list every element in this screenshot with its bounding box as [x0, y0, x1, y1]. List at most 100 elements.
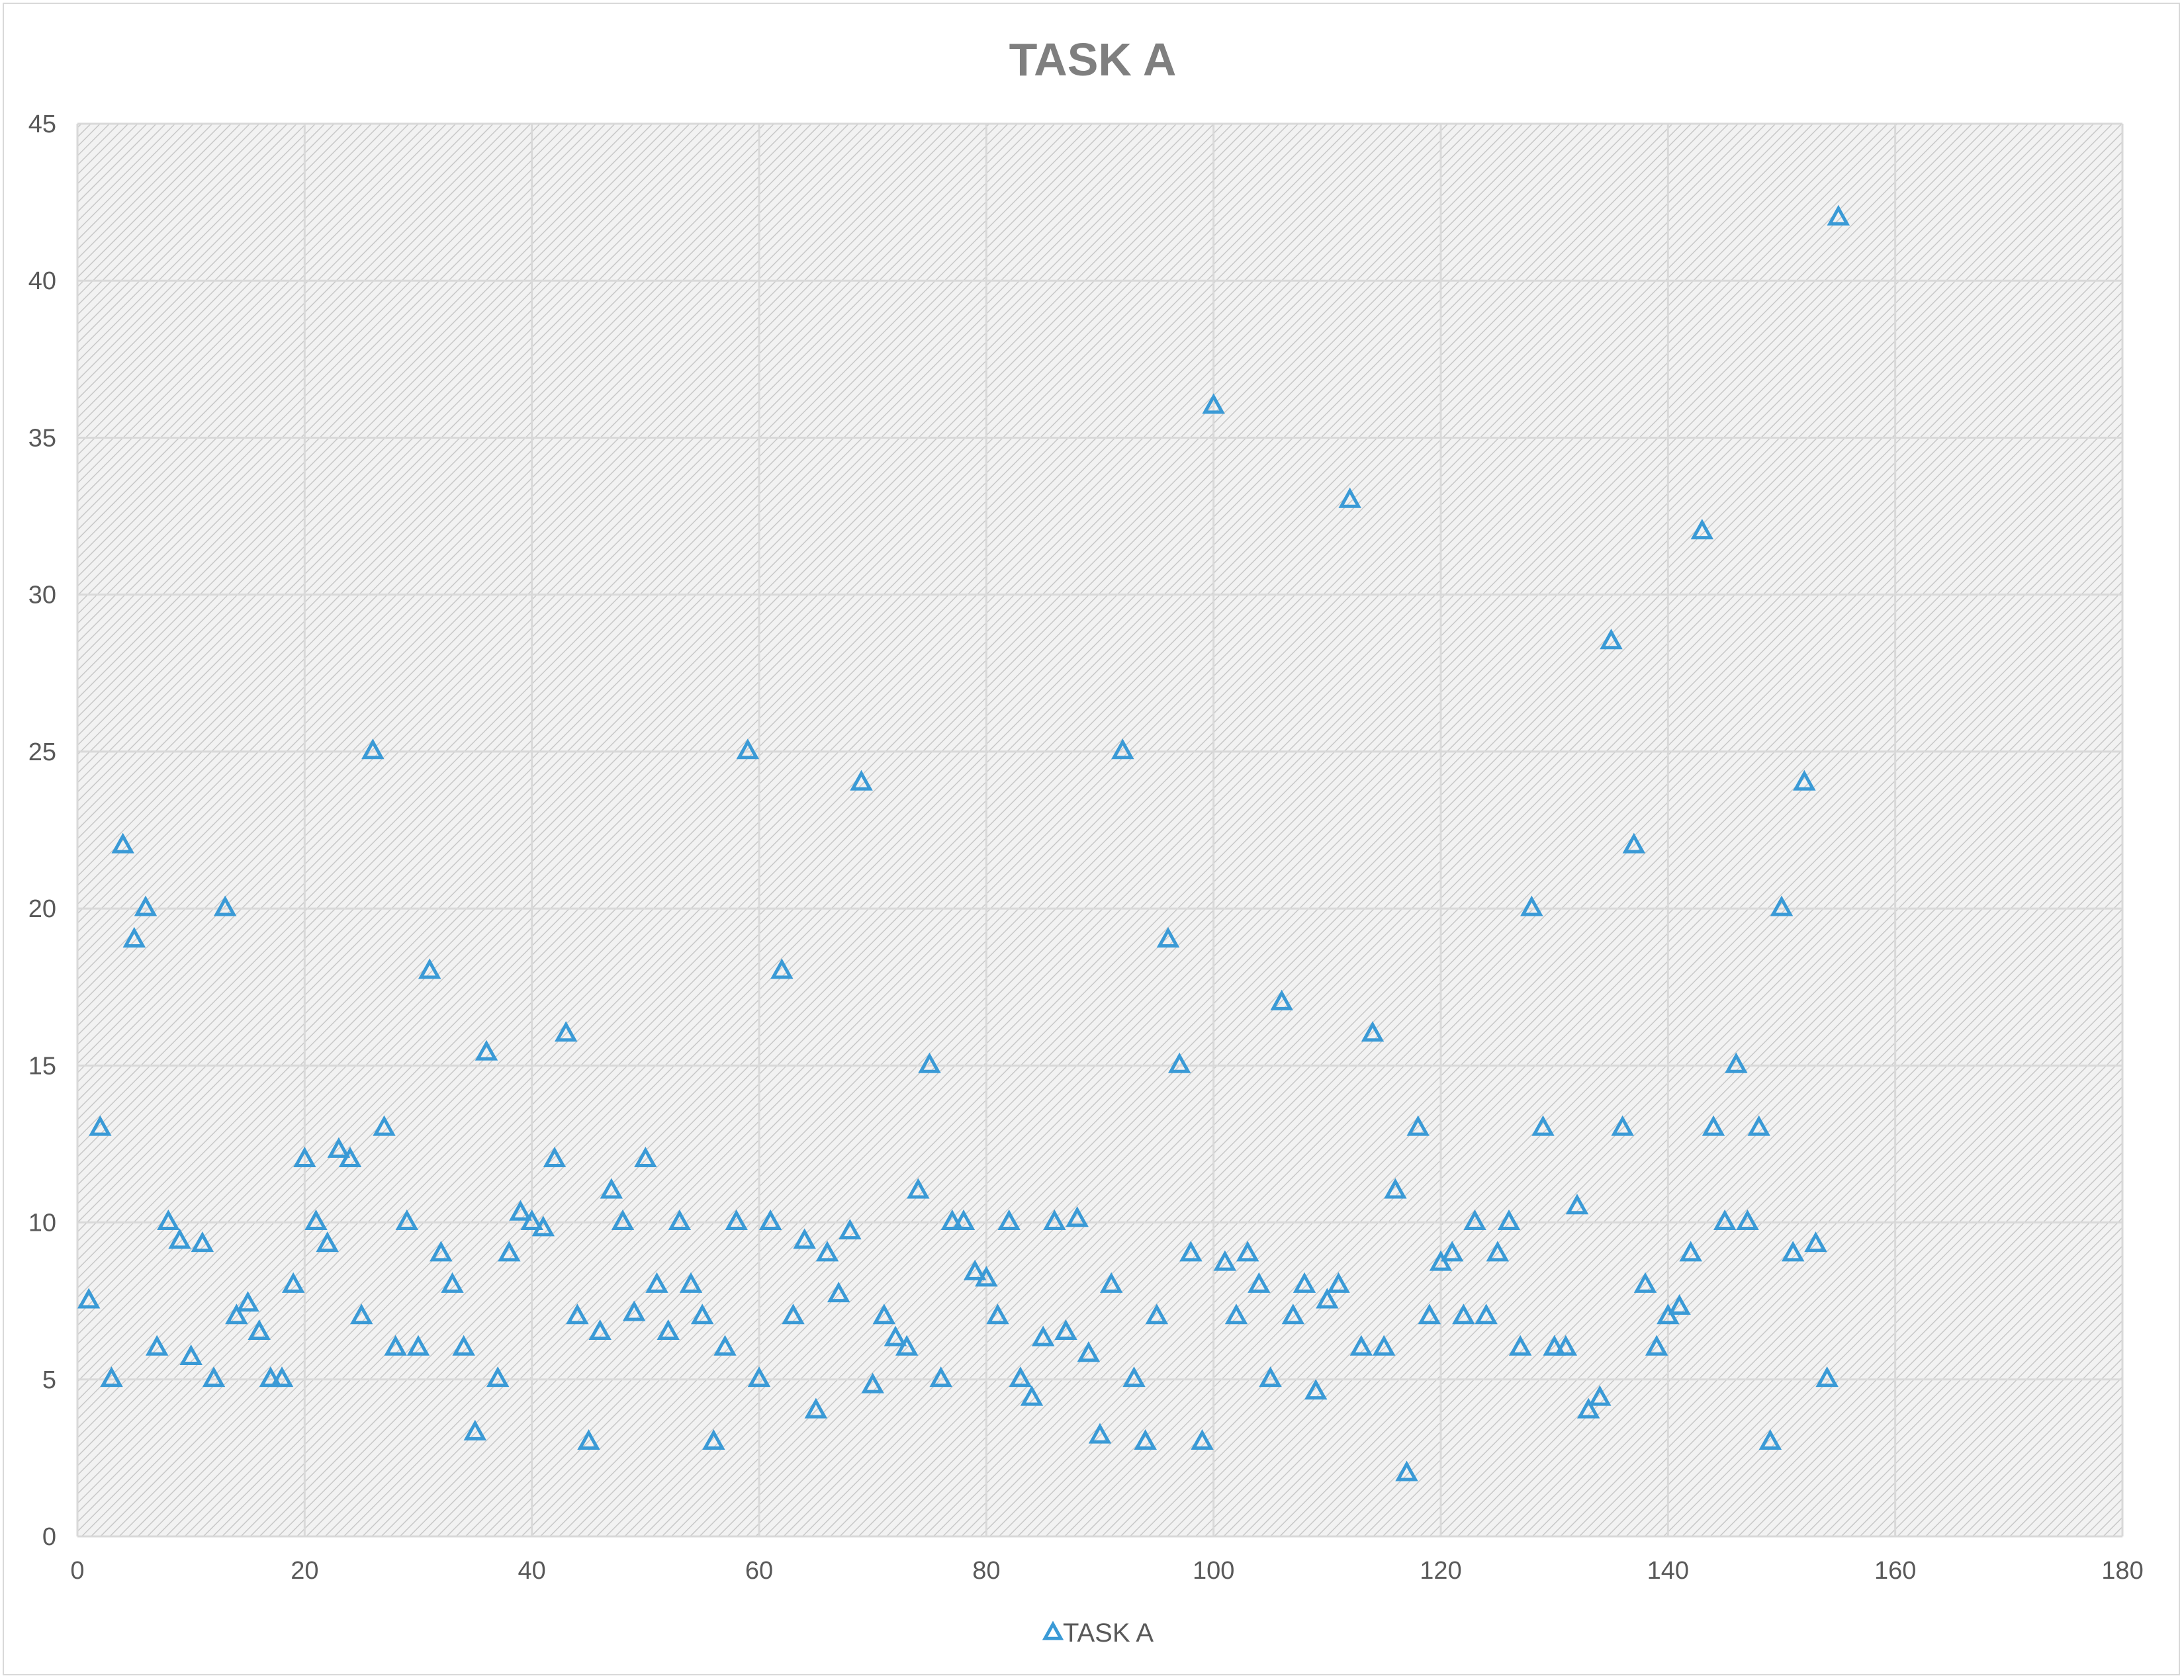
data-point: [918, 1052, 941, 1073]
data-point: [872, 1304, 896, 1325]
data-point: [1134, 1429, 1157, 1450]
data-point: [1804, 1231, 1827, 1253]
data-point: [1440, 1241, 1464, 1262]
data-point: [498, 1241, 521, 1262]
data-point: [1043, 1209, 1066, 1230]
scatter-chart: TASK A 0 20 40 60 80 100 120 140 160 180 0 5 10 15 20…: [28, 34, 2144, 1648]
data-point: [1531, 1115, 1555, 1136]
data-point: [690, 1304, 714, 1325]
legend-marker: [1042, 1620, 1064, 1640]
data-point: [1520, 895, 1543, 916]
data-point: [1713, 1209, 1737, 1230]
data-point: [747, 1366, 771, 1388]
data-point: [1191, 1429, 1214, 1450]
data-point: [611, 1209, 635, 1230]
data-point: [782, 1304, 805, 1325]
data-point: [145, 1335, 169, 1356]
data-point: [134, 895, 158, 916]
data-point: [509, 1200, 532, 1221]
data-point: [1781, 1241, 1805, 1262]
data-point: [1259, 1366, 1282, 1388]
data-point: [236, 1291, 259, 1312]
data-point: [600, 1178, 623, 1199]
data-point: [1179, 1241, 1203, 1262]
data-point: [1031, 1325, 1055, 1347]
data-point: [89, 1115, 112, 1136]
data-point: [622, 1300, 646, 1321]
data-point: [441, 1272, 464, 1293]
data-point: [736, 738, 760, 760]
data-point: [1702, 1115, 1725, 1136]
x-tick-label: 20: [291, 1557, 318, 1585]
data-point: [406, 1335, 430, 1356]
data-point: [986, 1304, 1009, 1325]
x-tick-label: 120: [1420, 1557, 1461, 1585]
data-point: [1156, 926, 1180, 948]
data-point: [1770, 895, 1794, 916]
data-point: [327, 1137, 351, 1158]
data-point: [531, 1216, 555, 1237]
y-tick-label: 30: [28, 582, 56, 609]
data-point: [1463, 1209, 1486, 1230]
data-point: [1099, 1272, 1123, 1293]
data-point: [1145, 1304, 1169, 1325]
data-point: [452, 1335, 475, 1356]
data-point: [1747, 1115, 1770, 1136]
data-point: [952, 1209, 976, 1230]
data-point: [281, 1272, 305, 1293]
data-point: [304, 1209, 328, 1230]
x-tick-label: 40: [518, 1557, 546, 1585]
x-tick-label: 100: [1193, 1557, 1234, 1585]
data-point: [1452, 1304, 1475, 1325]
data-point: [1248, 1272, 1271, 1293]
data-points: [77, 204, 1850, 1481]
y-tick-label: 35: [28, 424, 56, 452]
data-point: [1384, 1178, 1407, 1199]
data-point: [1316, 1288, 1339, 1309]
data-point: [1429, 1250, 1453, 1271]
data-point: [316, 1231, 339, 1253]
data-point: [702, 1429, 725, 1450]
data-point: [588, 1319, 612, 1340]
data-point: [577, 1429, 600, 1450]
data-point: [1088, 1423, 1112, 1444]
data-point: [100, 1366, 123, 1388]
data-point: [1668, 1294, 1691, 1315]
data-point: [907, 1178, 930, 1199]
data-point: [1736, 1209, 1759, 1230]
x-tick-label: 60: [745, 1557, 773, 1585]
data-point: [395, 1209, 419, 1230]
data-point: [1725, 1052, 1748, 1073]
data-point: [1281, 1304, 1305, 1325]
data-point: [486, 1366, 510, 1388]
data-point: [293, 1147, 316, 1168]
data-point: [179, 1344, 203, 1365]
data-point: [191, 1231, 214, 1253]
data-point: [373, 1115, 396, 1136]
data-point: [1600, 629, 1623, 650]
data-point: [1224, 1304, 1248, 1325]
data-point: [668, 1209, 692, 1230]
data-point: [566, 1304, 589, 1325]
data-point: [122, 926, 146, 948]
data-point: [1588, 1385, 1612, 1406]
x-axis-ticks: 0 20 40 60 80 100 120 140 160 180: [70, 1557, 2143, 1585]
data-point: [861, 1372, 884, 1393]
y-tick-label: 15: [28, 1052, 56, 1080]
data-point: [850, 770, 873, 791]
data-point: [1361, 1021, 1385, 1042]
data-point: [975, 1266, 998, 1287]
data-point: [1633, 1272, 1657, 1293]
data-point: [725, 1209, 748, 1230]
legend-label: TASK A: [1063, 1618, 1154, 1648]
data-point: [338, 1147, 362, 1168]
y-tick-label: 20: [28, 895, 56, 923]
data-point: [463, 1419, 487, 1440]
data-point: [1066, 1206, 1089, 1227]
data-point: [248, 1319, 271, 1340]
y-tick-label: 45: [28, 111, 56, 138]
data-point: [1293, 1272, 1316, 1293]
data-point: [793, 1228, 816, 1249]
data-point: [1611, 1115, 1634, 1136]
data-point: [895, 1335, 919, 1356]
